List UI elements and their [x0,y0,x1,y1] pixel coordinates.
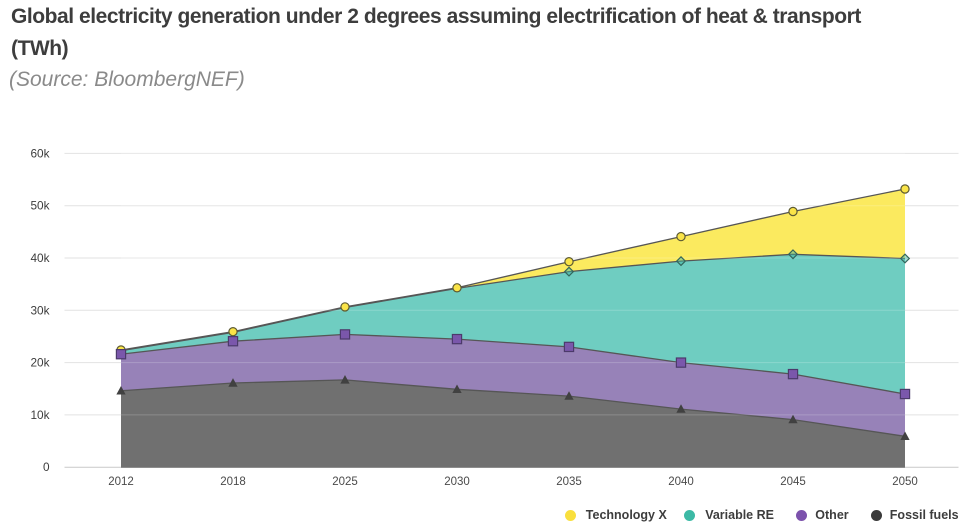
svg-text:30k: 30k [30,303,49,317]
svg-text:2018: 2018 [220,476,246,488]
svg-text:20k: 20k [30,356,49,370]
svg-text:60k: 60k [30,146,49,160]
svg-text:2012: 2012 [108,476,134,488]
svg-text:0: 0 [43,460,50,474]
svg-text:2035: 2035 [556,476,582,488]
svg-text:50k: 50k [30,199,49,213]
svg-text:2030: 2030 [444,476,470,488]
svg-text:40k: 40k [30,251,49,265]
svg-text:2025: 2025 [332,476,358,488]
svg-text:2050: 2050 [892,476,918,488]
svg-text:10k: 10k [30,408,49,422]
svg-text:2045: 2045 [780,476,806,488]
svg-text:2040: 2040 [668,476,694,488]
